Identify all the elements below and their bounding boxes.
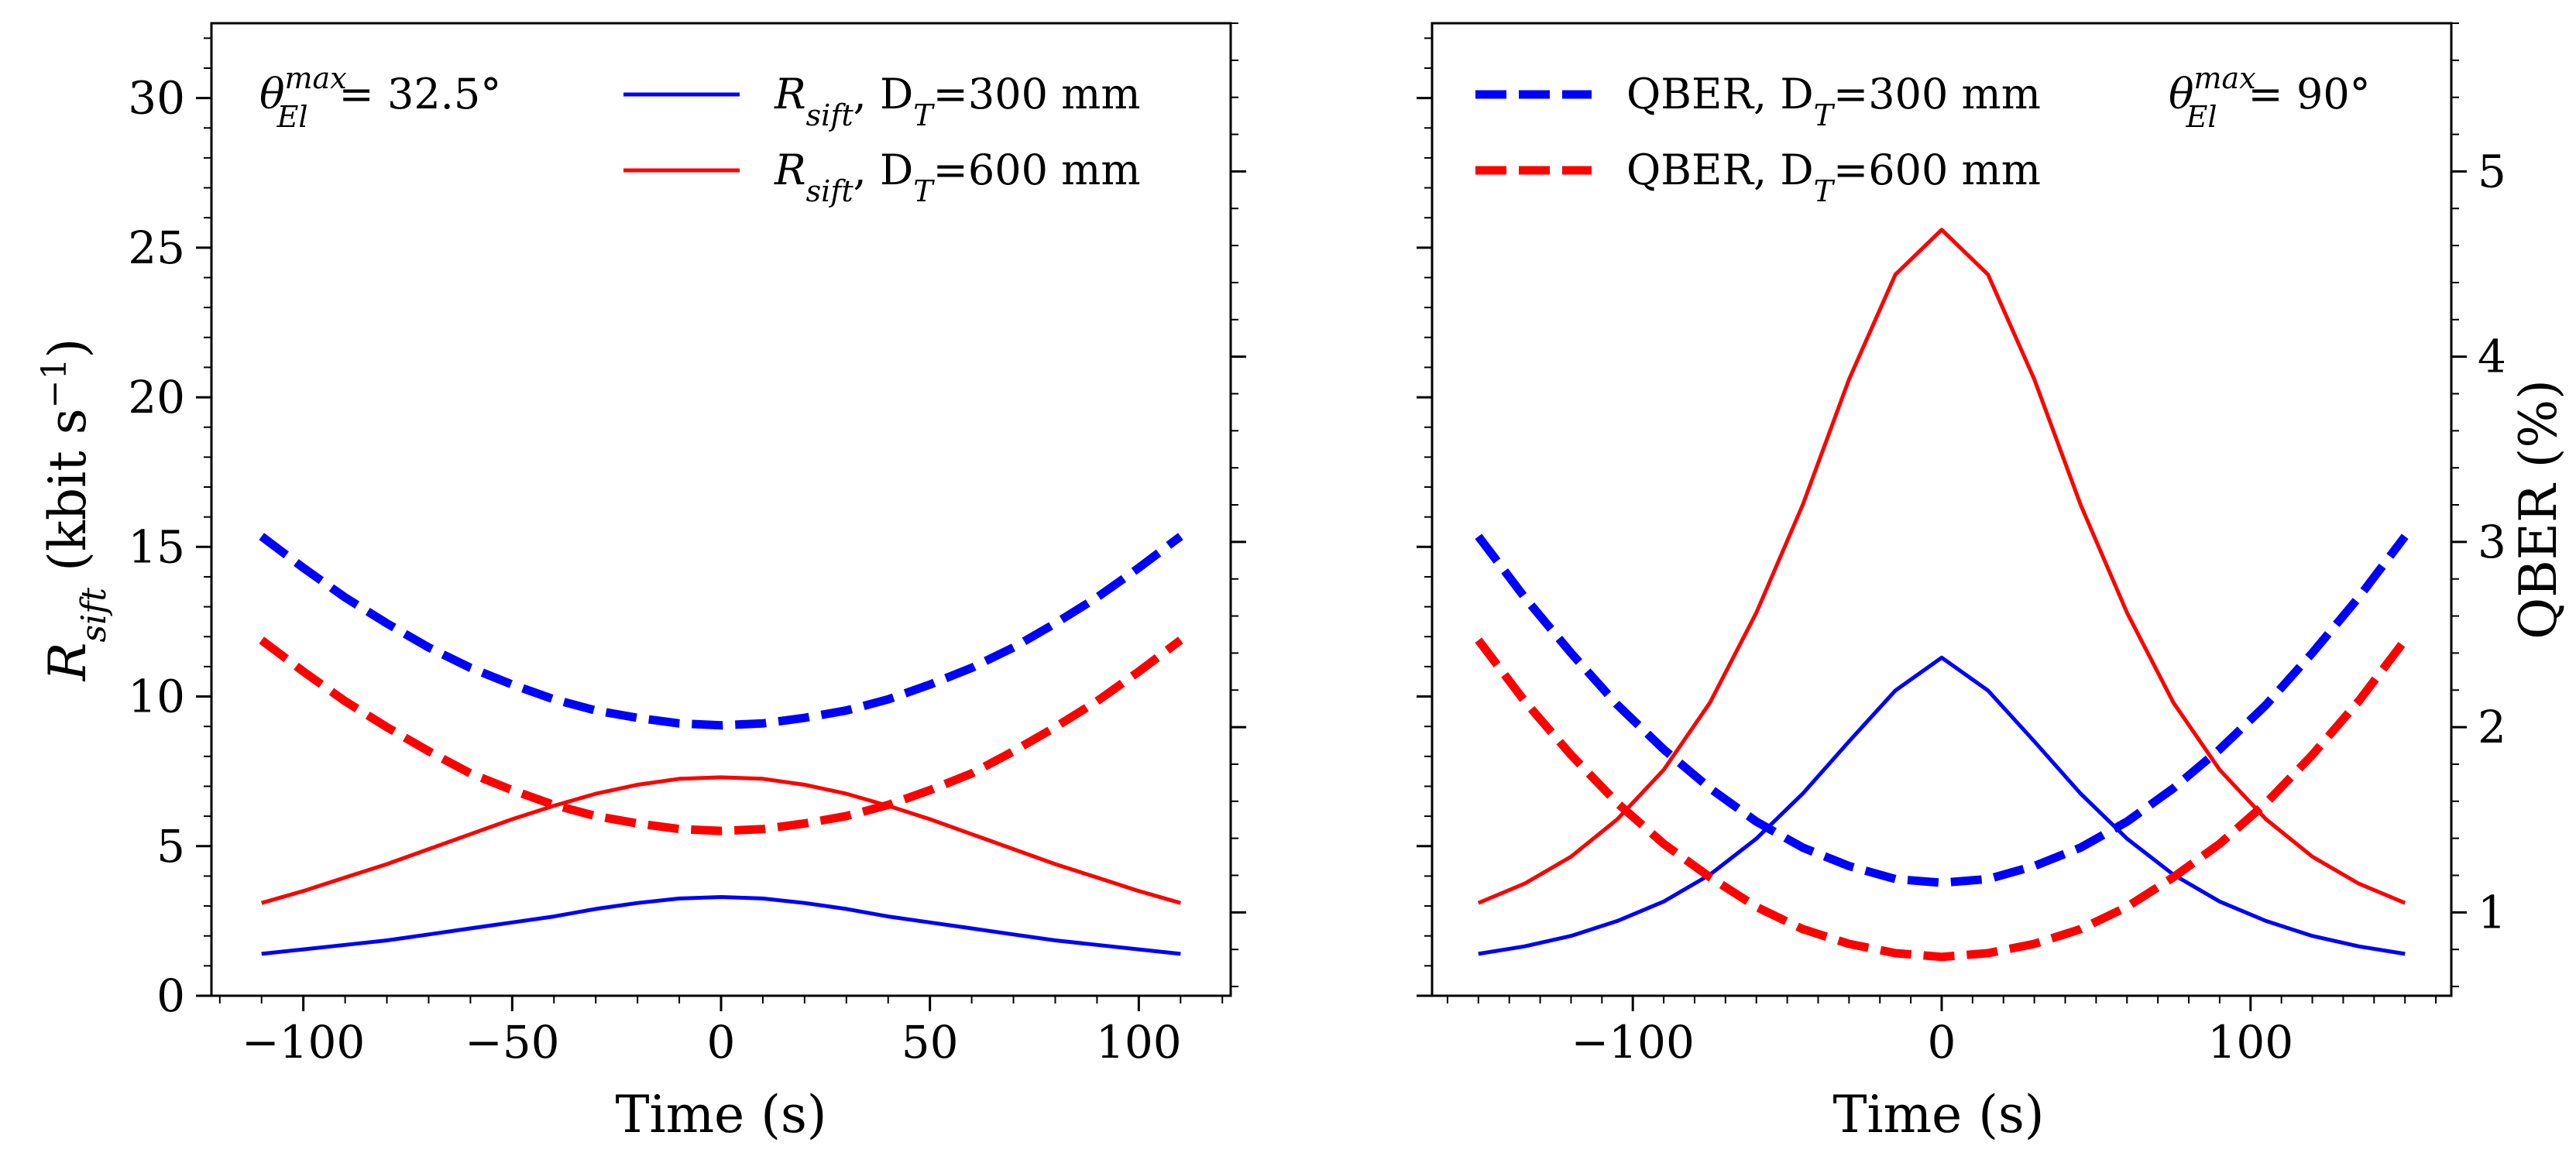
left-y-tick-label: 25 [128, 221, 185, 274]
right-y-tick-label: 5 [2478, 145, 2506, 197]
left-legend-label-1: Rsift, DT=300 mm [774, 70, 1141, 132]
left-ticks-layer: −100 −50 0 50 100 0 5 10 15 20 25 30 [128, 22, 1246, 1069]
right-chart-panel: −100 0 100 1 2 3 4 5 Time (s) QBER (%) θmax El = … [1417, 22, 2568, 1144]
left-series-layer [259, 533, 1183, 956]
left-y-tick-label: 30 [128, 72, 185, 125]
right-series-3-qber [1475, 533, 2409, 887]
right-y-tick-label: 2 [2478, 701, 2506, 753]
right-ticks-layer: −100 0 100 1 2 3 4 5 [1417, 22, 2506, 1069]
left-series-4-qber [259, 636, 1183, 835]
left-x-axis-label: Time (s) [615, 1085, 826, 1144]
right-x-tick-label: 0 [1928, 1016, 1956, 1069]
left-x-tick-label: 50 [902, 1016, 959, 1069]
left-series-1-rsift [261, 895, 1181, 956]
right-x-tick-label: 100 [2207, 1016, 2293, 1069]
right-series-1-rsift [1478, 655, 2406, 956]
left-x-tick-label: −100 [242, 1016, 365, 1069]
left-elevation-annotation: θmax El = 32.5° [259, 61, 501, 134]
right-y-tick-label: 3 [2478, 516, 2506, 568]
left-series-2-rsift [261, 775, 1181, 905]
right-x-axis-label: Time (s) [1832, 1085, 2044, 1144]
left-chart-panel: −100 −50 0 50 100 0 5 10 15 20 25 30 Time (s) Rsift… [35, 22, 1246, 1144]
right-y-tick-label: 1 [2478, 886, 2506, 938]
left-legend-label-2: Rsift, DT=600 mm [774, 146, 1141, 208]
right-plot-frame [1431, 22, 2453, 997]
right-series-4-qber [1475, 637, 2409, 962]
right-elevation-annotation: θmax El = 90° [2169, 61, 2371, 134]
left-y-tick-label: 0 [156, 969, 185, 1022]
left-y-tick-label: 10 [128, 671, 185, 723]
left-plot-frame [210, 22, 1232, 997]
right-y-tick-label: 4 [2478, 331, 2506, 383]
right-x-tick-label: −100 [1571, 1016, 1695, 1069]
right-y-axis-label: QBER (%) [2509, 379, 2568, 640]
right-legend-label-2: QBER, DT=600 mm [1626, 146, 2041, 208]
left-series-3-qber [259, 533, 1183, 730]
right-legend: QBER, DT=300 mm QBER, DT=600 mm [1475, 70, 2041, 208]
right-legend-label-1: QBER, DT=300 mm [1626, 70, 2041, 132]
left-y-tick-label: 15 [128, 520, 185, 573]
left-x-tick-label: 0 [707, 1016, 736, 1069]
right-series-2-rsift [1477, 228, 2406, 905]
right-series-layer [1475, 228, 2409, 962]
left-x-tick-label: −50 [465, 1016, 559, 1069]
left-x-tick-label: 100 [1096, 1016, 1182, 1069]
left-y-tick-label: 5 [156, 820, 185, 873]
left-y-axis-label: Rsift (kbit s−1) [35, 338, 114, 681]
left-legend: Rsift, DT=300 mm Rsift, DT=600 mm [623, 70, 1141, 208]
left-y-tick-label: 20 [128, 371, 185, 424]
